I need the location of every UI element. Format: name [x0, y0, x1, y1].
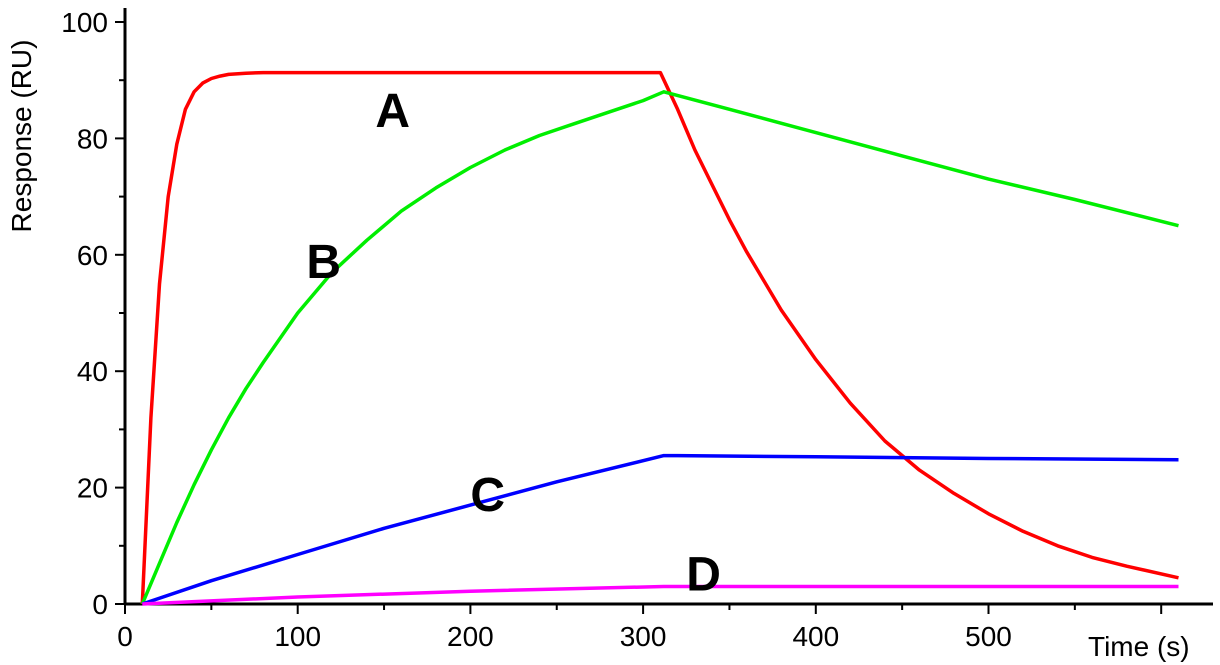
y-tick-label: 0	[92, 589, 108, 620]
y-tick-label: 80	[77, 123, 108, 154]
x-tick-label: 0	[117, 621, 133, 652]
x-axis-title: Time (s)	[1088, 631, 1190, 662]
y-tick-label: 100	[61, 7, 108, 38]
x-tick-label: 200	[447, 621, 494, 652]
x-tick-label: 400	[792, 621, 839, 652]
x-tick-label: 500	[965, 621, 1012, 652]
series-line-d	[142, 584, 1179, 606]
x-tick-label: 100	[274, 621, 321, 652]
series-line-b	[140, 90, 1179, 605]
series-line-a	[140, 70, 1179, 605]
series-label-c: C	[470, 469, 505, 522]
y-tick-label: 20	[77, 473, 108, 504]
y-tick-label: 60	[77, 240, 108, 271]
y-tick-label: 40	[77, 356, 108, 387]
y-axis-title: Response (RU)	[6, 40, 37, 233]
x-axis-ticks: 0 100 200 300 400 500	[117, 604, 1163, 652]
series-label-a: A	[375, 85, 410, 138]
x-tick-label: 300	[620, 621, 667, 652]
series-label-d: D	[686, 549, 721, 602]
series-line-c	[141, 453, 1179, 606]
series-lines	[140, 70, 1179, 606]
series-label-b: B	[306, 236, 341, 289]
series-annotations: A B C D	[306, 85, 721, 602]
y-axis-ticks: 0 20 40 60 80 100	[61, 7, 125, 620]
